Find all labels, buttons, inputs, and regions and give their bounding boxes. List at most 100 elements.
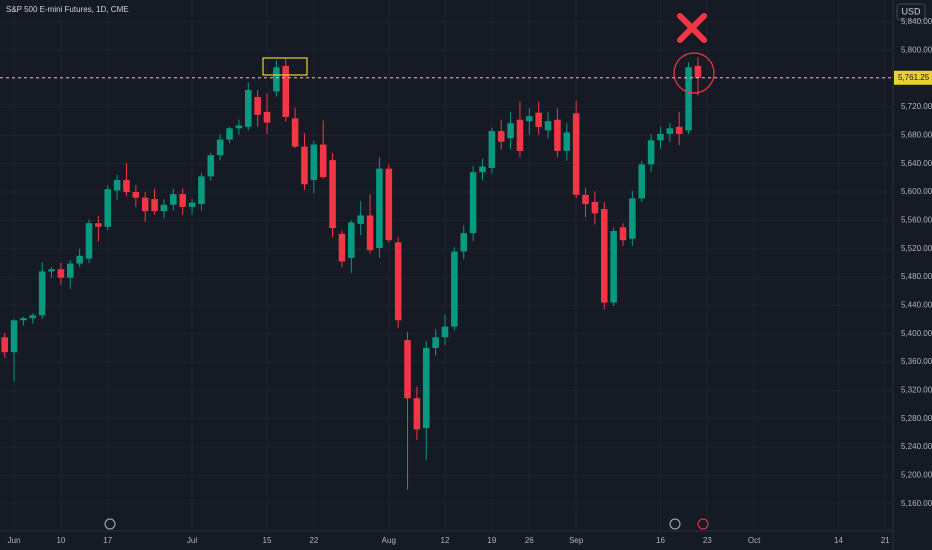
candle-body [422,347,430,428]
candle-body [554,119,561,151]
candle-body [366,215,374,251]
x-tick-label: 14 [834,536,843,545]
event-icons [104,518,709,530]
x-tick-label: 10 [56,536,65,545]
x-tick-label: Oct [748,536,761,545]
candle-body [507,123,514,139]
candle-body [451,251,458,327]
candle-body [591,201,599,214]
y-tick-label: 5,360.00 [901,357,932,366]
candle-body [610,230,617,303]
y-tick-label: 5,480.00 [901,272,932,281]
candle-body [179,194,186,207]
candle-body [629,198,636,239]
candle-body [572,113,580,195]
x-tick-label: Jul [187,536,197,545]
candle-body [404,340,411,399]
candle-body [198,176,205,205]
candle-body [497,131,505,142]
candle-body [460,233,468,252]
candle-body [48,269,55,272]
candle-body [301,146,308,185]
y-tick-label: 5,520.00 [901,244,932,253]
candles [1,57,702,490]
candle-body [329,160,336,229]
x-tick-label: 17 [103,536,112,545]
candle-body [563,132,571,151]
x-tick-label: 23 [703,536,712,545]
candle-body [235,125,243,129]
x-tick-label: Aug [382,536,396,545]
candle-body [638,164,646,199]
candle-body [413,398,421,430]
x-tick-label: 21 [881,536,890,545]
candle-body [675,126,683,134]
last-price-tag [894,70,932,85]
x-tick-label: Sep [569,536,584,545]
candle-body [685,67,692,131]
candle-body [207,155,215,177]
y-tick-label: 5,280.00 [901,414,932,423]
candle-body [20,318,27,321]
candle-body [338,233,346,262]
highlight-circle [673,52,715,94]
candle-body [469,172,477,234]
currency-box [896,3,926,21]
candle-body [310,144,318,180]
candle-body [170,194,177,205]
x-tick-label: 26 [525,536,534,545]
candle-body [619,227,627,241]
candle-body [29,315,37,319]
candle-body [113,179,121,191]
candle-body [151,199,158,212]
y-tick-label: 5,200.00 [901,471,932,480]
y-tick-label: 5,640.00 [901,159,932,168]
candle-body [544,121,552,131]
candle-body [216,139,224,156]
x-tick-label: Jun [8,536,21,545]
candle-body [600,209,608,303]
candle-body [1,337,8,353]
candle-body [348,222,355,258]
candle-body [291,118,299,147]
candle-body [394,242,402,321]
y-tick-label: 5,720.00 [901,102,932,111]
x-tick-label: 15 [263,536,272,545]
x-tick-label: 12 [441,536,450,545]
candle-body [226,128,233,140]
y-tick-label: 5,840.00 [901,17,932,26]
candle-body [273,67,280,92]
candle-body [85,223,93,259]
candle-body [57,269,65,278]
candle-body [441,326,449,338]
grid [0,0,893,531]
y-tick-label: 5,560.00 [901,215,932,224]
candle-body [10,320,18,353]
candle-body [132,192,140,198]
candle-body [657,133,664,141]
candle-body [516,119,524,151]
y-tick-label: 5,440.00 [901,300,932,309]
currency: USD [901,6,921,16]
candle-body [647,140,655,165]
candle-body [66,263,74,278]
candle-body [535,112,542,127]
candle-body [319,144,327,178]
last-price-label: 5,761.25 [898,73,930,82]
candle-body [95,223,102,227]
y-tick-label: 5,240.00 [901,442,932,451]
x-tick-label: 22 [309,536,318,545]
candle-body [385,168,393,241]
candle-body [282,65,290,117]
y-tick-label: 5,320.00 [901,386,932,395]
x-tick-label: 16 [656,536,665,545]
y-tick-label: 5,600.00 [901,187,932,196]
candle-body [141,197,149,212]
chart-title: S&P 500 E-mini Futures, 1D, CME [6,5,129,14]
candle-body [526,116,533,122]
candle-body [694,65,702,78]
cross-mark [677,13,707,43]
y-tick-label: 5,800.00 [901,45,932,54]
